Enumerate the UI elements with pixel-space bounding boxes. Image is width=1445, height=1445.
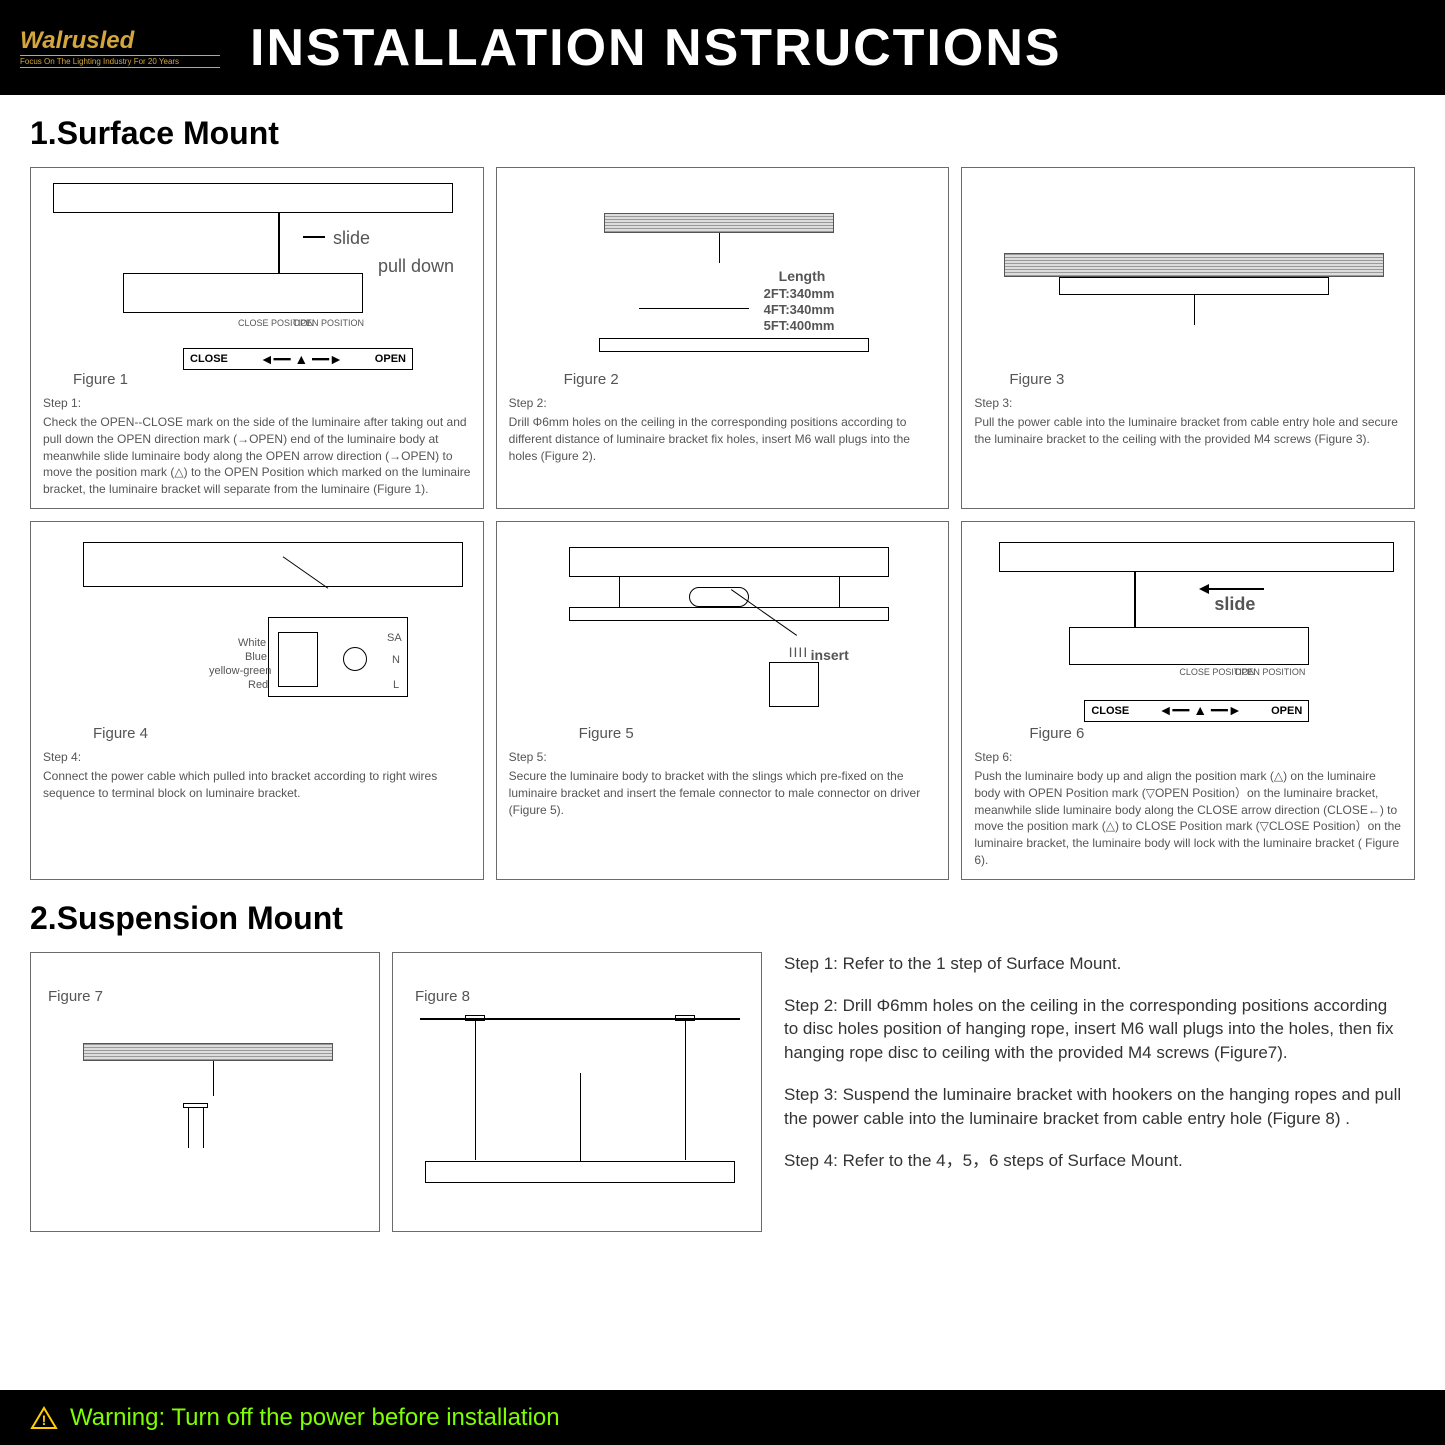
- figure-2-label: Figure 2: [564, 371, 619, 388]
- susp-step-2: Step 2: Drill Φ6mm holes on the ceiling …: [784, 994, 1405, 1065]
- step-3-text: Pull the power cable into the luminaire …: [974, 414, 1402, 448]
- figure-3-label: Figure 3: [1009, 371, 1064, 388]
- figure-8-label: Figure 8: [415, 988, 470, 1005]
- step-box-6: slide CLOSE POSITION OPEN POSITION CLOSE…: [961, 521, 1415, 880]
- figure-2-diagram: Length 2FT:340mm 4FT:340mm 5FT:400mm Fig…: [509, 178, 937, 388]
- header-bar: Walrusled Focus On The Lighting Industry…: [0, 0, 1445, 95]
- surface-mount-grid: slide pull down CLOSE POSITION OPEN POSI…: [30, 167, 1415, 880]
- step-3-label: Step 3:: [974, 396, 1402, 410]
- page-title: INSTALLATION NSTRUCTIONS: [250, 18, 1062, 78]
- step-2-label: Step 2:: [509, 396, 937, 410]
- step-4-label: Step 4:: [43, 750, 471, 764]
- warning-icon: !: [30, 1406, 58, 1430]
- figure-1-label: Figure 1: [73, 371, 128, 388]
- step-5-text: Secure the luminaire body to bracket wit…: [509, 768, 937, 818]
- figure-5-diagram: insert IIII Figure 5: [509, 532, 937, 742]
- susp-step-3: Step 3: Suspend the luminaire bracket wi…: [784, 1083, 1405, 1131]
- suspension-layout: Figure 7 Figure 8 Step 1: Refer to th: [30, 952, 1415, 1232]
- figure-4-diagram: White Blue yellow-green Red SA N L Figur…: [43, 532, 471, 742]
- step-2-text: Drill Φ6mm holes on the ceiling in the c…: [509, 414, 937, 464]
- step-6-text: Push the luminaire body up and align the…: [974, 768, 1402, 869]
- figure-1-diagram: slide pull down CLOSE POSITION OPEN POSI…: [43, 178, 471, 388]
- figure-4-label: Figure 4: [93, 725, 148, 742]
- step-1-label: Step 1:: [43, 396, 471, 410]
- figure-5-label: Figure 5: [579, 725, 634, 742]
- step-1-text: Check the OPEN--CLOSE mark on the side o…: [43, 414, 471, 498]
- section2-title: 2.Suspension Mount: [30, 900, 1415, 937]
- susp-step-4: Step 4: Refer to the 4，5，6 steps of Surf…: [784, 1149, 1405, 1173]
- suspension-steps: Step 1: Refer to the 1 step of Surface M…: [774, 952, 1415, 1232]
- brand-tagline: Focus On The Lighting Industry For 20 Ye…: [20, 55, 220, 68]
- step-box-4: White Blue yellow-green Red SA N L Figur…: [30, 521, 484, 880]
- figure-8-box: Figure 8: [392, 952, 762, 1232]
- figure-6-label: Figure 6: [1029, 725, 1084, 742]
- step-6-label: Step 6:: [974, 750, 1402, 764]
- figure-6-diagram: slide CLOSE POSITION OPEN POSITION CLOSE…: [974, 532, 1402, 742]
- brand-name: Walrusled: [20, 27, 220, 55]
- step-box-5: insert IIII Figure 5 Step 5: Secure the …: [496, 521, 950, 880]
- susp-step-1: Step 1: Refer to the 1 step of Surface M…: [784, 952, 1405, 976]
- main-content: 1.Surface Mount slide pull down CLOSE PO…: [0, 95, 1445, 1252]
- section1-title: 1.Surface Mount: [30, 115, 1415, 152]
- brand-logo: Walrusled Focus On The Lighting Industry…: [20, 27, 220, 68]
- svg-text:!: !: [42, 1412, 47, 1428]
- step-4-text: Connect the power cable which pulled int…: [43, 768, 471, 802]
- step-box-3: Figure 3 Step 3: Pull the power cable in…: [961, 167, 1415, 509]
- step-5-label: Step 5:: [509, 750, 937, 764]
- figure-7-label: Figure 7: [48, 988, 103, 1005]
- footer-bar: ! Warning: Turn off the power before ins…: [0, 1390, 1445, 1445]
- step-box-1: slide pull down CLOSE POSITION OPEN POSI…: [30, 167, 484, 509]
- figure-7-box: Figure 7: [30, 952, 380, 1232]
- warning-text: Warning: Turn off the power before insta…: [70, 1404, 560, 1432]
- step-box-2: Length 2FT:340mm 4FT:340mm 5FT:400mm Fig…: [496, 167, 950, 509]
- figure-3-diagram: Figure 3: [974, 178, 1402, 388]
